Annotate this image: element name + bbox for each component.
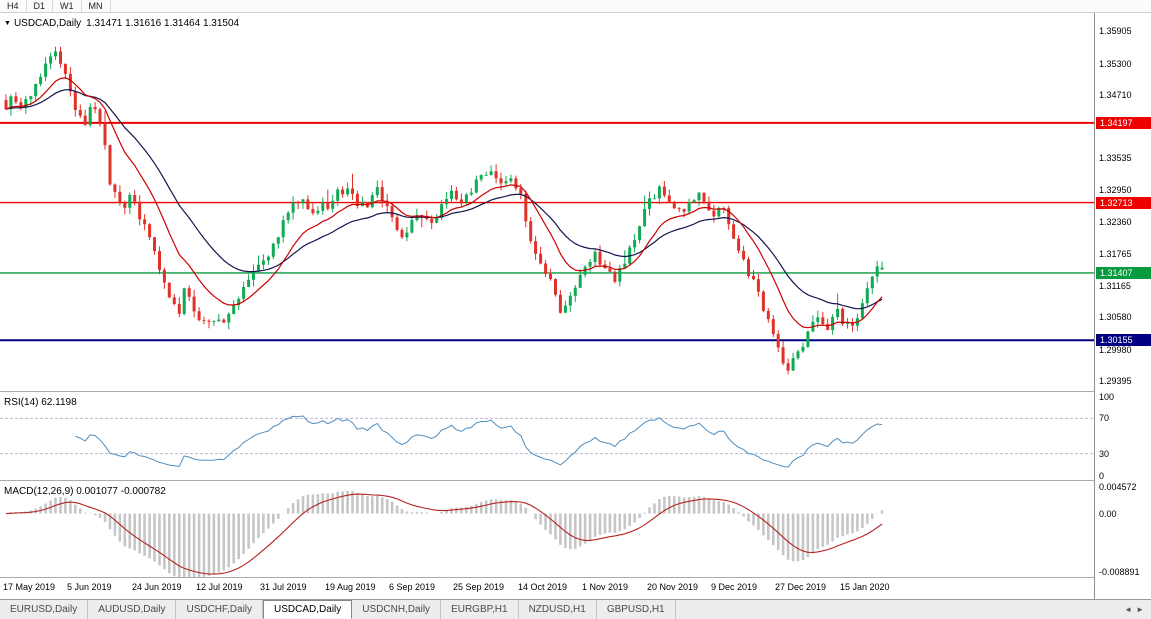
date-axis-label: 1 Nov 2019: [582, 582, 629, 592]
rsi-axis-label: 0: [1099, 471, 1105, 481]
date-axis-label: 6 Sep 2019: [389, 582, 436, 592]
chart-symbol-label: USDCAD,Daily: [13, 18, 82, 29]
price-axis-label: 1.32950: [1099, 185, 1132, 195]
price-level-badge: 1.31407: [1096, 267, 1151, 279]
price-axis-label: 1.31165: [1099, 281, 1131, 291]
price-axis-label: 1.29395: [1099, 376, 1132, 386]
price-axis-label: 1.33535: [1099, 153, 1132, 163]
symbol-tab-usdcad-daily[interactable]: USDCAD,Daily: [263, 600, 353, 619]
timeframe-tab-w1[interactable]: W1: [53, 0, 82, 12]
macd-pane[interactable]: MACD(12,26,9) 0.001077 -0.000782: [0, 481, 1094, 577]
macd-axis-label: -0.008891: [1099, 567, 1140, 577]
price-axis-label: 1.32360: [1099, 217, 1132, 227]
tab-scroll-right-icon[interactable]: ►: [1136, 605, 1144, 614]
timeframe-bar: H4 D1 W1 MN: [0, 0, 1151, 13]
rsi-chart-canvas: [0, 415, 1094, 468]
price-axis-label: 1.34710: [1099, 90, 1132, 100]
price-pane[interactable]: ▼ USDCAD,Daily 1.31471 1.31616 1.31464 1.3…: [0, 13, 1094, 391]
symbol-dropdown-icon[interactable]: ▼: [4, 20, 11, 27]
rsi-title: RSI(14) 62.1198: [4, 397, 77, 408]
date-axis-label: 31 Jul 2019: [260, 582, 307, 592]
timeframe-tab-mn[interactable]: MN: [82, 0, 111, 12]
price-axis-label: 1.30580: [1099, 312, 1132, 322]
date-axis-label: 9 Dec 2019: [711, 582, 758, 592]
chart-title: ▼ USDCAD,Daily 1.31471 1.31616 1.31464 1.3…: [4, 18, 239, 29]
price-chart-canvas: [0, 46, 1094, 375]
pane-separator[interactable]: [0, 391, 1094, 392]
date-axis-label: 27 Dec 2019: [775, 582, 827, 592]
rsi-axis-label: 70: [1099, 413, 1110, 423]
date-axis-label: 15 Jan 2020: [840, 582, 890, 592]
timeframe-tab-d1[interactable]: D1: [27, 0, 54, 12]
symbol-tab-eurusd-daily[interactable]: EURUSD,Daily: [0, 600, 89, 619]
chart-window: ▼ USDCAD,Daily 1.31471 1.31616 1.31464 1.3…: [0, 13, 1094, 599]
tab-scroll-buttons: ◄ ►: [1117, 600, 1151, 619]
date-axis-label: 24 Jun 2019: [132, 582, 182, 592]
date-axis[interactable]: 17 May 2019 5 Jun 2019 24 Jun 2019 12 Jul 2…: [0, 578, 1094, 599]
rsi-axis-label: 30: [1099, 449, 1110, 459]
timeframe-tab-h4[interactable]: H4: [0, 0, 27, 12]
symbol-tab-gbpusd-h1[interactable]: GBPUSD,H1: [596, 600, 676, 619]
symbol-tab-bar: EURUSD,Daily AUDUSD,Daily USDCHF,Daily USDC…: [0, 599, 1151, 619]
price-level-badge: 1.34197: [1096, 117, 1151, 129]
symbol-tab-audusd-daily[interactable]: AUDUSD,Daily: [88, 600, 177, 619]
date-axis-label: 5 Jun 2019: [67, 582, 112, 592]
rsi-axis-label: 100: [1099, 392, 1115, 402]
pane-separator: [0, 577, 1094, 578]
price-axis-label: 1.29980: [1099, 345, 1132, 355]
macd-title: MACD(12,26,9) 0.001077 -0.000782: [4, 486, 166, 497]
price-axis-label: 1.35300: [1099, 59, 1132, 69]
price-level-badge: 1.32713: [1096, 197, 1151, 209]
symbol-tab-eurgbp-h1[interactable]: EURGBP,H1: [441, 600, 519, 619]
pane-separator[interactable]: [0, 480, 1094, 481]
price-axis[interactable]: 1.35905 1.35300 1.34710 1.33535 1.32950 1.323…: [1094, 13, 1151, 599]
macd-chart-canvas: [5, 490, 884, 577]
macd-axis-label: 0.004572: [1099, 482, 1137, 492]
price-axis-label: 1.31765: [1099, 249, 1132, 259]
date-axis-label: 25 Sep 2019: [453, 582, 505, 592]
symbol-tab-nzdusd-h1[interactable]: NZDUSD,H1: [518, 600, 597, 619]
date-axis-label: 12 Jul 2019: [196, 582, 243, 592]
chart-ohlc-values: 1.31471 1.31616 1.31464 1.31504: [86, 18, 240, 29]
tab-scroll-left-icon[interactable]: ◄: [1124, 605, 1133, 614]
price-axis-label: 1.35905: [1099, 26, 1132, 36]
date-axis-label: 19 Aug 2019: [325, 582, 376, 592]
symbol-tab-usdcnh-daily[interactable]: USDCNH,Daily: [352, 600, 442, 619]
date-axis-label: 14 Oct 2019: [518, 582, 568, 592]
price-level-badge: 1.30155: [1096, 334, 1151, 346]
macd-axis-label: 0.00: [1099, 509, 1117, 519]
symbol-tab-usdchf-daily[interactable]: USDCHF,Daily: [176, 600, 264, 619]
date-axis-label: 20 Nov 2019: [647, 582, 699, 592]
rsi-pane[interactable]: RSI(14) 62.1198: [0, 392, 1094, 480]
date-axis-label: 17 May 2019: [3, 582, 56, 592]
